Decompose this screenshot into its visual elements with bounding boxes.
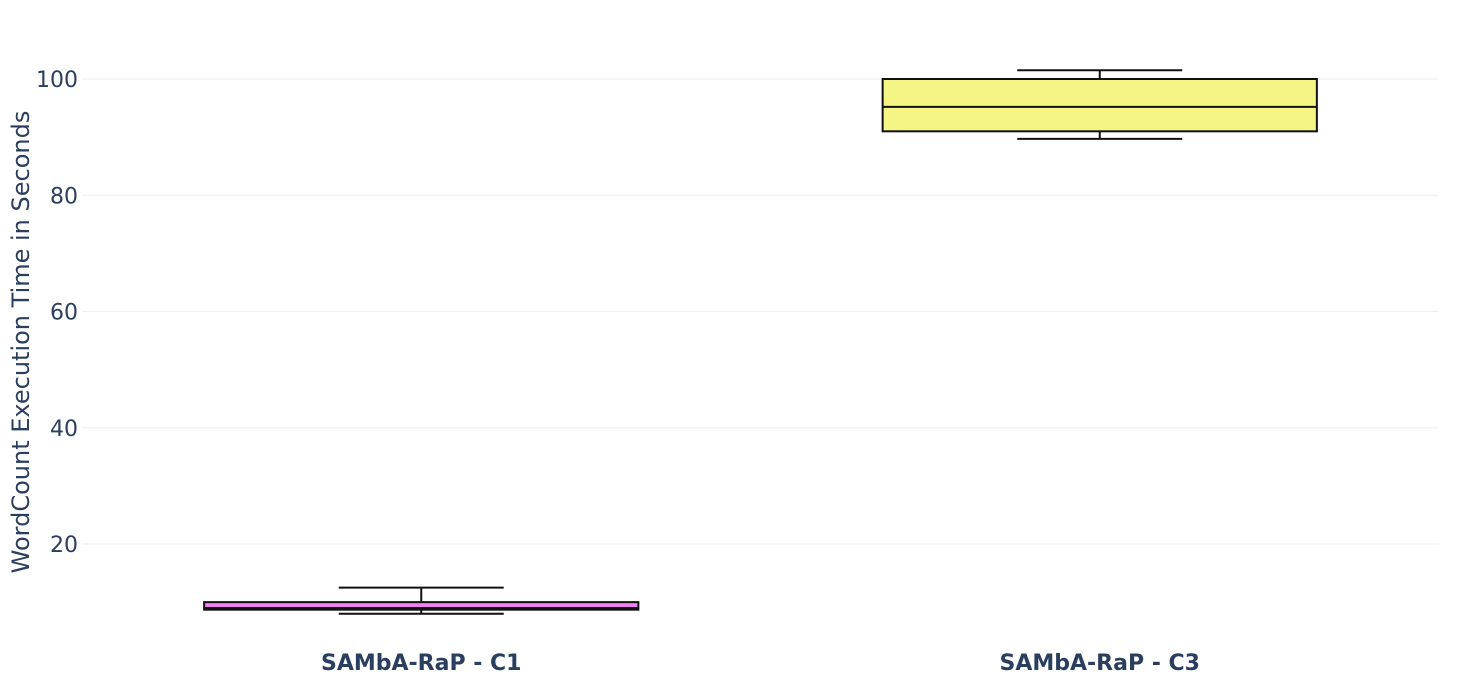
box-2	[881, 69, 1318, 140]
gridlines	[82, 78, 1439, 545]
y-tick-label: 100	[36, 68, 78, 93]
x-tick-label: SAMbA-RaP - C1	[321, 651, 521, 676]
y-axis-tick-labels: 20 40 60 80 100	[36, 68, 78, 558]
box-1	[203, 586, 640, 615]
y-tick-label: 60	[50, 301, 78, 326]
y-tick-label: 80	[50, 184, 78, 209]
y-axis-title: WordCount Execution Time in Seconds	[7, 111, 35, 574]
box-body	[881, 78, 1318, 133]
x-axis-tick-labels: SAMbA-RaP - C1 SAMbA-RaP - C3	[321, 651, 1200, 676]
y-tick-label: 40	[50, 417, 78, 442]
y-tick-label: 20	[50, 533, 78, 558]
x-tick-label: SAMbA-RaP - C3	[1000, 651, 1200, 676]
box-body	[203, 601, 640, 611]
boxes	[203, 69, 1318, 615]
